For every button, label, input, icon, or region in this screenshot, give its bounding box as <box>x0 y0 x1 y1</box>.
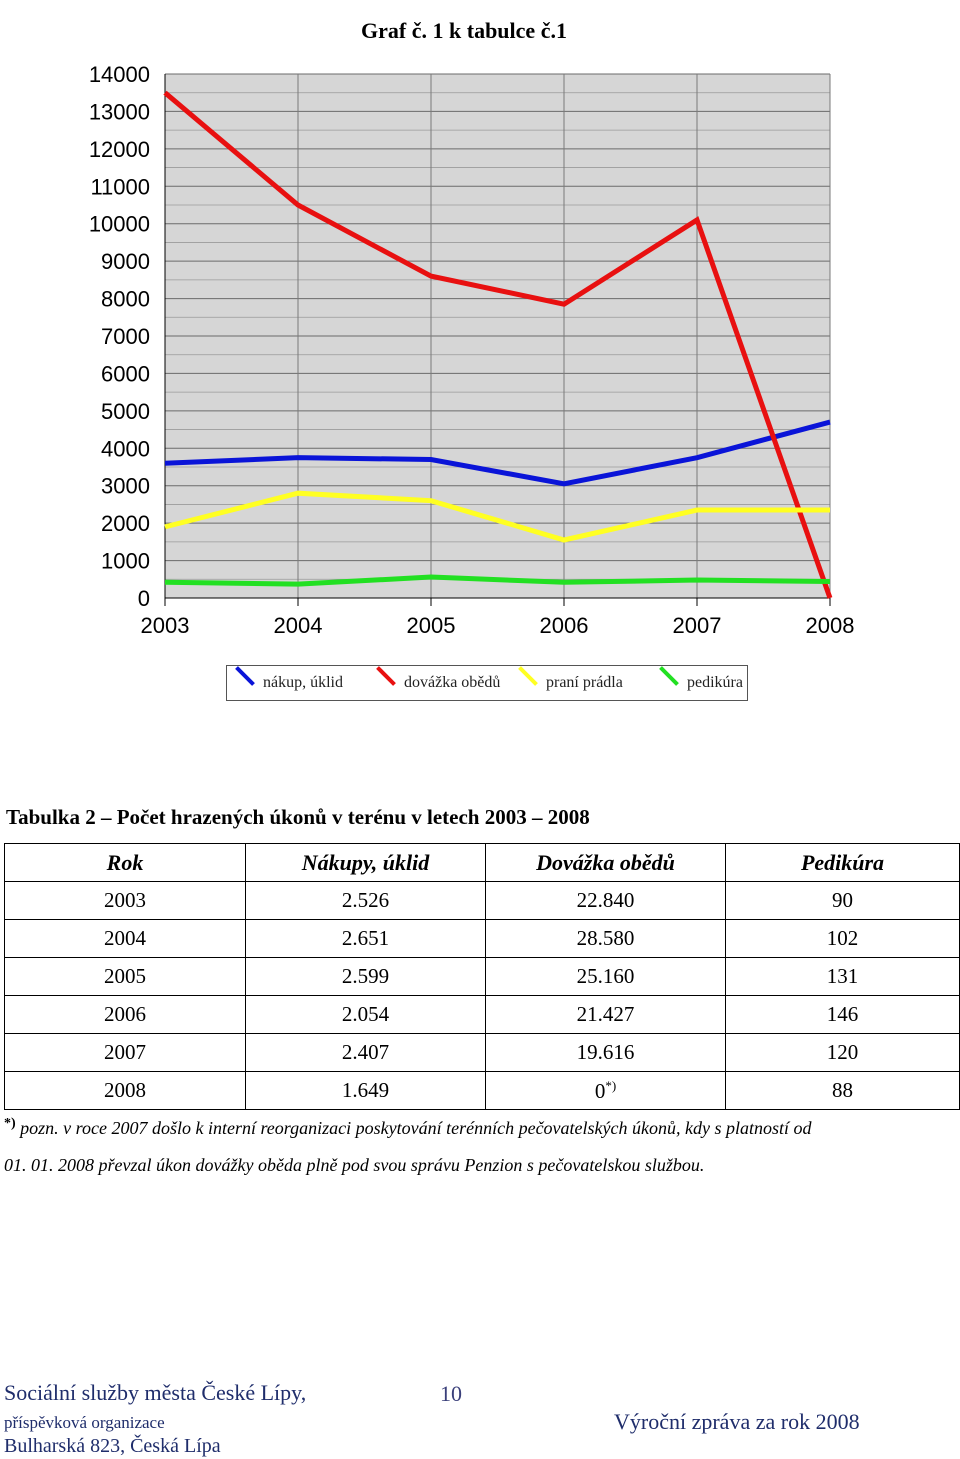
legend-label: dovážka obědů <box>404 674 501 691</box>
series-line <box>164 419 831 487</box>
cell-shopping: 2.526 <box>245 881 486 920</box>
legend-color-key <box>659 666 679 686</box>
table-row: 2007 2.407 19.616 120 <box>4 1033 960 1072</box>
y-tick-label: 12000 <box>89 137 150 162</box>
table-row: 2005 2.599 25.160 131 <box>4 957 960 996</box>
page-number: 10 <box>440 1381 462 1406</box>
cell-year: 2004 <box>4 919 246 958</box>
table-row: 2008 1.649 0*) 88 <box>4 1071 960 1110</box>
legend-label: pedikúra <box>687 674 743 691</box>
cell-meals: 19.616 <box>485 1033 726 1072</box>
footer-org-type: příspěvková organizace <box>4 1413 165 1432</box>
series-line <box>163 90 833 599</box>
chart-legend: nákup, úklid dovážka obědů praní prádla ped… <box>226 665 748 701</box>
cell-pedicure: 120 <box>725 1033 960 1072</box>
y-tick-label: 8000 <box>101 287 150 312</box>
x-tick-label: 2003 <box>141 613 190 638</box>
y-tick-label: 1000 <box>101 549 150 574</box>
cell-year: 2003 <box>4 881 246 920</box>
cell-meals: 25.160 <box>485 957 726 996</box>
y-tick-label: 13000 <box>89 99 150 124</box>
footnote-line-2: 01. 01. 2008 převzal úkon dovážky oběda … <box>4 1155 705 1175</box>
x-tick-label: 2004 <box>274 613 323 638</box>
y-tick-label: 14000 <box>89 62 150 87</box>
cell-shopping: 1.649 <box>245 1071 486 1110</box>
cell-meals: 0*) <box>485 1071 726 1110</box>
chart-title: Graf č. 1 k tabulce č.1 <box>361 18 567 43</box>
line-chart: Graf č. 1 k tabulce č.1 0 1000 2000 3000 400… <box>89 18 855 638</box>
y-tick-label: 9000 <box>101 249 150 274</box>
y-tick-label: 3000 <box>101 474 150 499</box>
cell-shopping: 2.054 <box>245 995 486 1034</box>
cell-year: 2008 <box>4 1071 246 1110</box>
legend-label: nákup, úklid <box>263 674 343 691</box>
y-tick-label: 7000 <box>101 324 150 349</box>
series-line <box>164 490 830 543</box>
x-tick-label: 2006 <box>540 613 589 638</box>
y-tick-label: 10000 <box>89 212 150 237</box>
y-tick-label: 2000 <box>101 511 150 536</box>
footnote-mark: *) <box>4 1116 16 1131</box>
cell-year: 2006 <box>4 995 246 1034</box>
legend-color-key <box>235 666 255 686</box>
cell-year: 2005 <box>4 957 246 996</box>
cell-shopping: 2.599 <box>245 957 486 996</box>
table-header-row: Rok Nákupy, úklid Dovážka obědů Pedikúra <box>4 843 960 882</box>
footer-address: Bulharská 823, Česká Lípa <box>4 1435 221 1457</box>
cell-pedicure: 131 <box>725 957 960 996</box>
y-tick-label: 11000 <box>90 174 150 199</box>
footnote-line-1: *) pozn. v roce 2007 došlo k interní reo… <box>4 1116 812 1139</box>
cell-pedicure: 88 <box>725 1071 960 1110</box>
header-pedicure: Pedikúra <box>725 843 960 882</box>
header-year: Rok <box>4 843 246 882</box>
cell-pedicure: 146 <box>725 995 960 1034</box>
footnote-text-1: pozn. v roce 2007 došlo k interní reorga… <box>20 1118 812 1138</box>
y-tick-label: 0 <box>138 586 150 611</box>
legend-color-key <box>518 666 538 686</box>
table-row: 2006 2.054 21.427 146 <box>4 995 960 1034</box>
table-row: 2004 2.651 28.580 102 <box>4 919 960 958</box>
series-line <box>164 574 831 587</box>
x-tick-label: 2007 <box>673 613 722 638</box>
cell-meals: 21.427 <box>485 995 726 1034</box>
cell-shopping: 2.651 <box>245 919 486 958</box>
y-tick-label: 6000 <box>101 361 150 386</box>
cell-pedicure: 90 <box>725 881 960 920</box>
data-table: Rok Nákupy, úklid Dovážka obědů Pedikúra… <box>4 843 960 1110</box>
y-tick-label: 5000 <box>101 399 150 424</box>
cell-meals-value: 0 <box>594 1078 606 1103</box>
cell-pedicure: 102 <box>725 919 960 958</box>
x-tick-label: 2005 <box>407 613 456 638</box>
footer-org-name: Sociální služby města České Lípy, <box>4 1380 307 1405</box>
y-tick-label: 4000 <box>101 436 150 461</box>
header-meal-delivery: Dovážka obědů <box>485 843 726 882</box>
cell-meals: 22.840 <box>485 881 726 920</box>
footer-report-title: Výroční zpráva za rok 2008 <box>614 1409 860 1434</box>
cell-shopping: 2.407 <box>245 1033 486 1072</box>
legend-label: praní prádla <box>546 674 623 691</box>
footnote-marker: *) <box>605 1077 617 1093</box>
legend-color-key <box>376 666 396 686</box>
x-tick-label: 2008 <box>806 613 855 638</box>
header-shopping-cleaning: Nákupy, úklid <box>245 843 486 882</box>
table-row: 2003 2.526 22.840 90 <box>4 881 960 920</box>
cell-year: 2007 <box>4 1033 246 1072</box>
cell-meals: 28.580 <box>485 919 726 958</box>
table-caption: Tabulka 2 – Počet hrazených úkonů v teré… <box>6 805 590 829</box>
